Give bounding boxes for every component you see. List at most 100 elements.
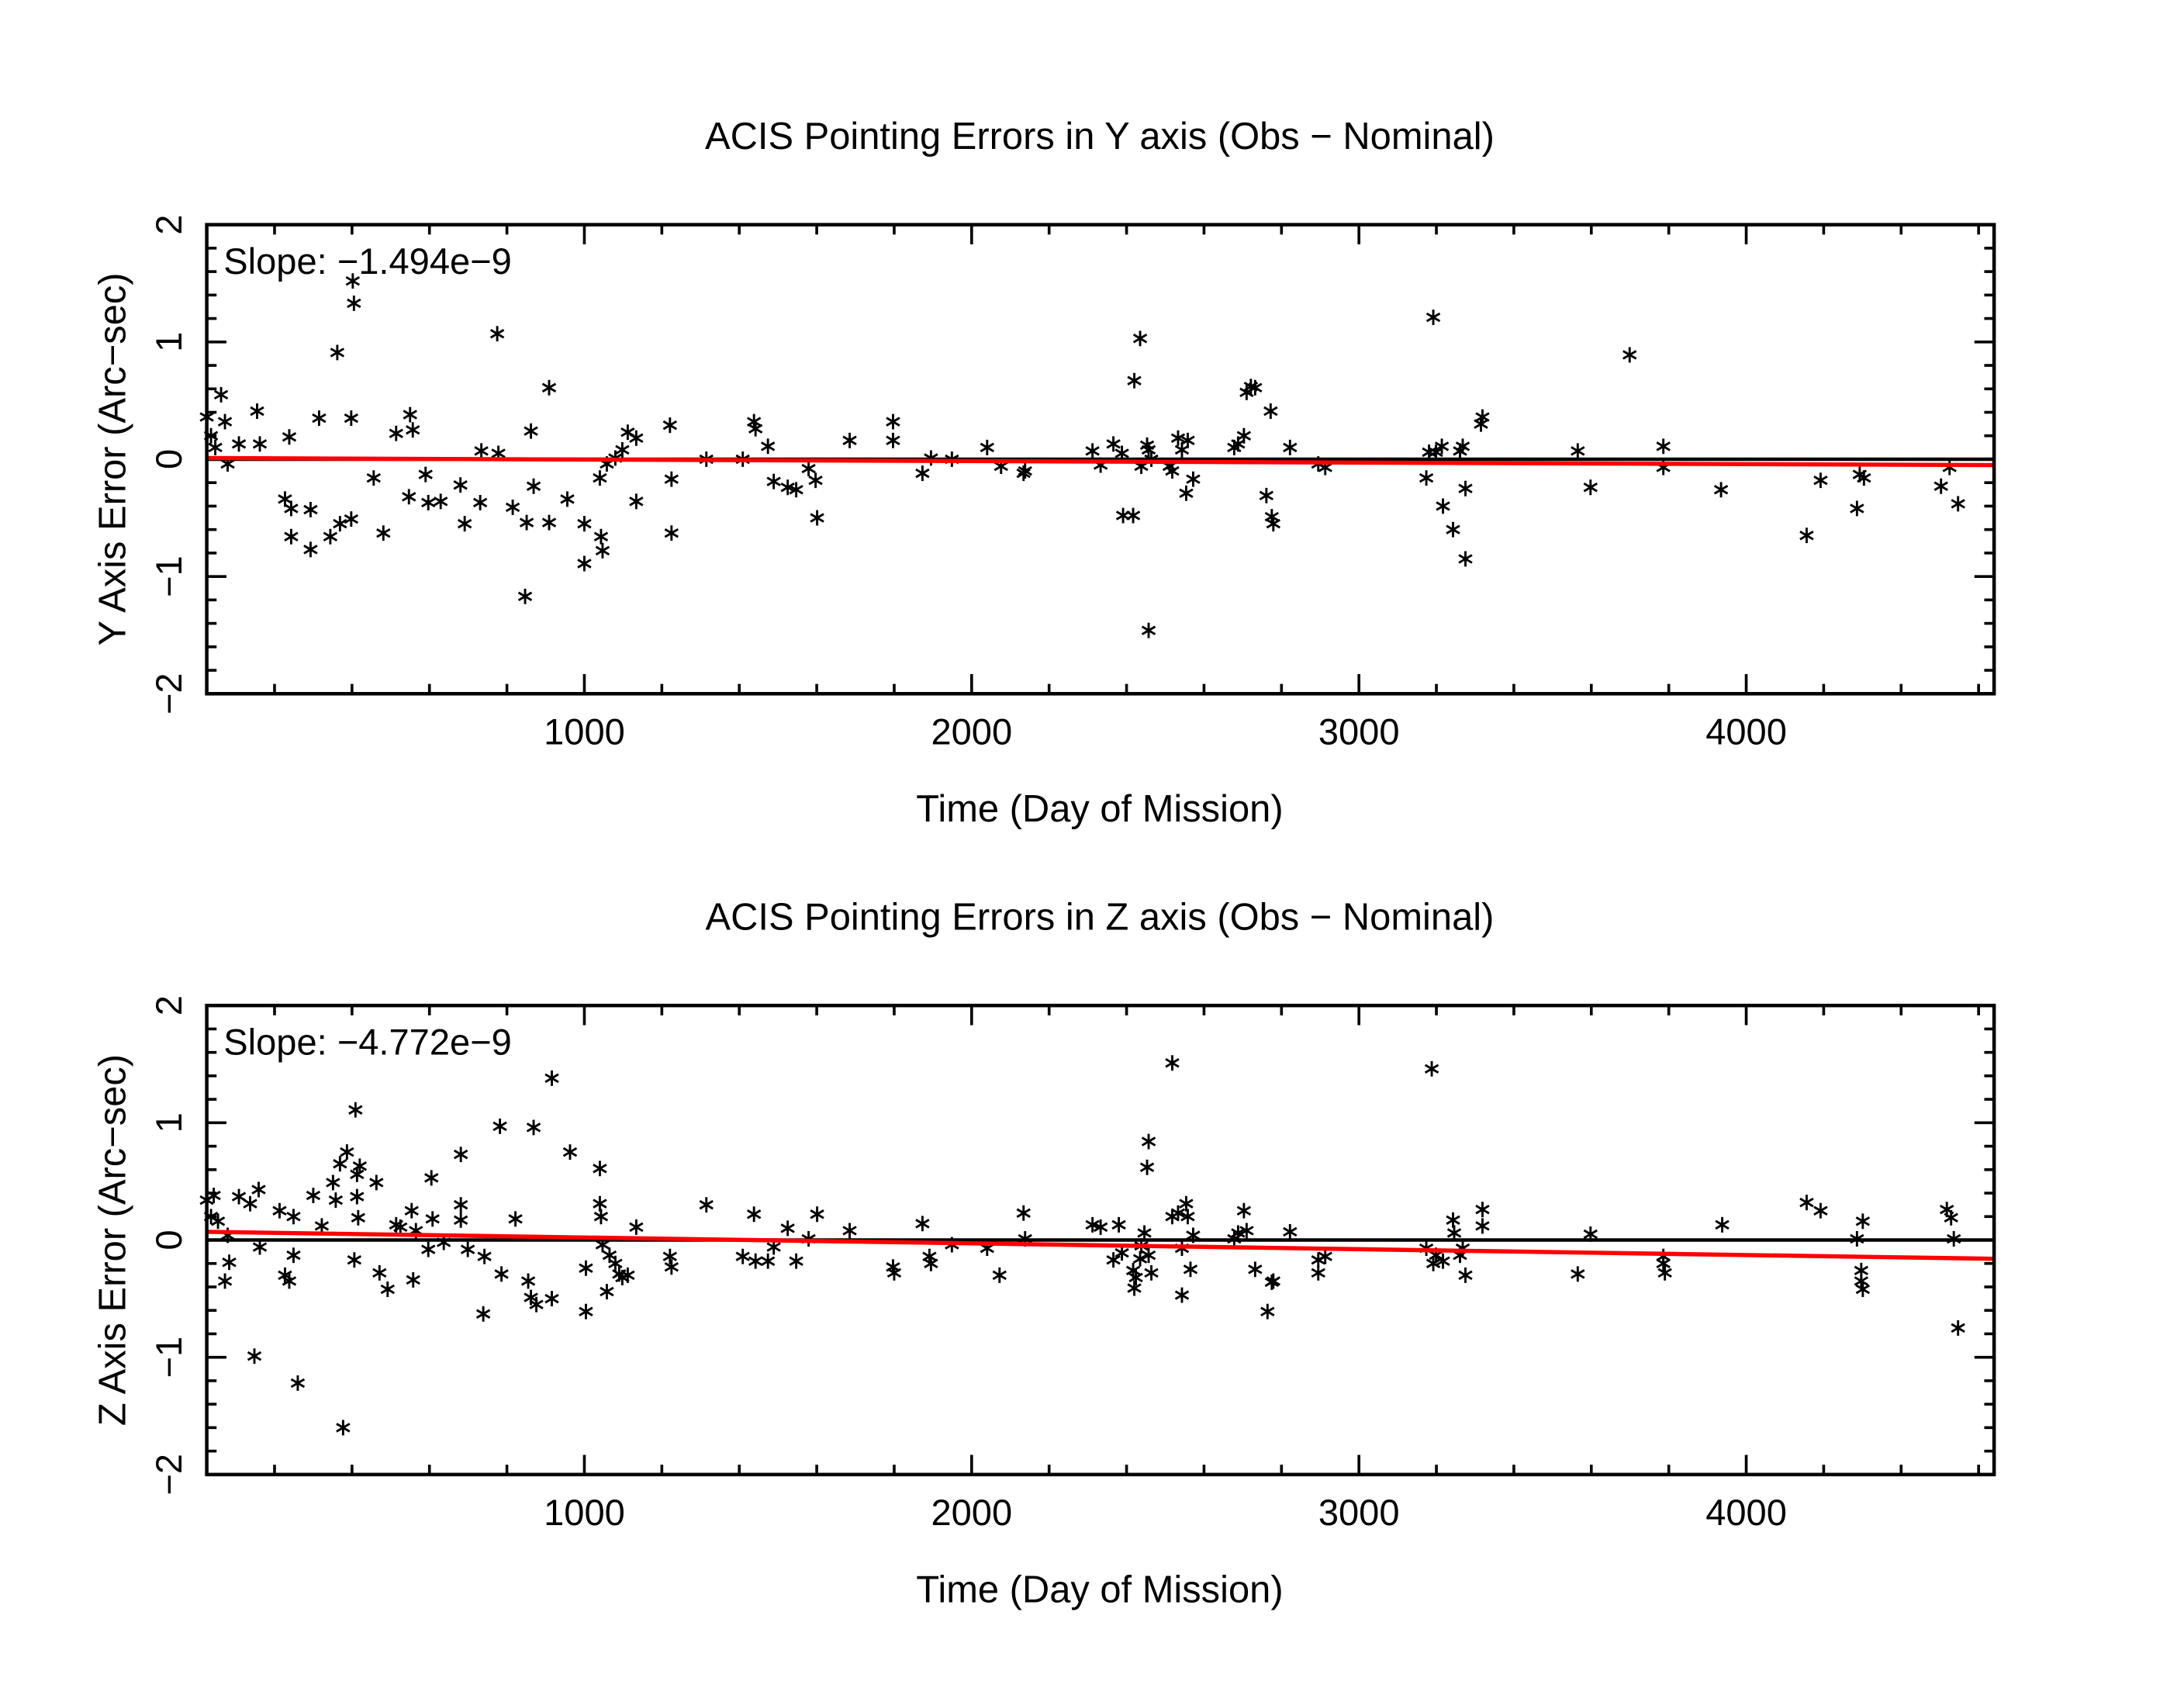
data-point — [421, 494, 436, 510]
data-point — [1458, 551, 1473, 567]
y-axis-label: Z Axis Error (Arc−sec) — [92, 1054, 134, 1426]
data-point — [1141, 1133, 1156, 1150]
data-point — [1446, 521, 1460, 538]
data-point — [494, 1266, 509, 1282]
data-point — [347, 1252, 362, 1268]
z-axis-error-panel: ACIS Pointing Errors in Z axis (Obs − No… — [92, 896, 1996, 1611]
data-point — [425, 1211, 440, 1227]
data-point — [1127, 372, 1142, 389]
data-point — [350, 1166, 365, 1182]
data-point — [560, 491, 575, 507]
data-point — [282, 1273, 297, 1289]
data-point — [210, 1213, 226, 1230]
data-point — [600, 1284, 614, 1299]
data-point — [766, 473, 781, 489]
data-point — [760, 438, 776, 455]
data-point — [1446, 1225, 1462, 1241]
data-point — [366, 470, 382, 486]
data-point — [915, 1216, 930, 1232]
data-point — [1283, 439, 1298, 455]
data-point — [517, 588, 533, 604]
data-point — [1180, 432, 1195, 448]
data-point — [351, 1209, 366, 1226]
data-point — [345, 273, 361, 289]
data-point — [389, 425, 403, 441]
data-point — [1127, 1280, 1142, 1296]
data-point — [1283, 1223, 1298, 1240]
data-point — [593, 528, 609, 545]
data-point — [544, 1070, 559, 1086]
data-point — [541, 379, 557, 396]
data-point — [1951, 1320, 1965, 1336]
data-point — [1165, 1055, 1180, 1071]
data-point — [1179, 485, 1194, 501]
data-point — [577, 555, 592, 572]
data-point — [1799, 528, 1814, 544]
data-point — [282, 429, 297, 445]
data-point — [380, 1282, 395, 1297]
data-point — [1114, 1245, 1129, 1261]
data-point — [886, 1264, 902, 1281]
y-axis-error-panel: ACIS Pointing Errors in Y axis (Obs − No… — [92, 116, 1996, 830]
data-point — [789, 1253, 803, 1269]
data-point — [886, 413, 900, 430]
data-point — [699, 1197, 714, 1213]
data-point — [1436, 498, 1450, 514]
data-point — [505, 499, 520, 515]
x-tick-label: 1000 — [544, 711, 625, 752]
plot-frame — [205, 223, 1996, 696]
data-point — [344, 410, 359, 427]
data-point — [608, 1255, 623, 1271]
data-point — [348, 1102, 363, 1118]
x-tick-label: 4000 — [1705, 711, 1787, 752]
data-point — [1141, 441, 1156, 458]
data-point — [842, 1223, 857, 1239]
data-point — [1266, 516, 1281, 532]
data-point — [372, 1264, 387, 1281]
x-tick-label: 3000 — [1318, 711, 1400, 752]
data-point — [1311, 1264, 1325, 1281]
data-point — [1139, 1159, 1155, 1175]
data-point — [208, 439, 223, 455]
data-point — [457, 516, 472, 532]
data-point — [593, 1160, 607, 1177]
data-point — [664, 471, 679, 487]
data-point — [1944, 1209, 1958, 1226]
data-point — [1180, 1209, 1195, 1225]
x-tick-label: 2000 — [931, 1492, 1012, 1533]
data-point — [303, 502, 318, 517]
data-point — [1425, 1255, 1441, 1271]
data-point — [376, 525, 391, 541]
data-point — [1947, 1231, 1961, 1247]
data-point — [801, 461, 816, 477]
data-point — [424, 1170, 439, 1186]
data-point — [1583, 1226, 1598, 1242]
data-point — [1125, 507, 1141, 524]
data-point — [1186, 1227, 1201, 1244]
data-point — [915, 465, 930, 482]
data-point — [290, 1375, 306, 1391]
data-point — [662, 1248, 678, 1264]
data-point — [735, 1248, 750, 1264]
data-point — [1016, 1205, 1031, 1221]
data-point — [284, 528, 299, 545]
data-point — [1263, 403, 1278, 419]
data-point — [1656, 438, 1671, 455]
data-point — [1186, 471, 1201, 487]
data-point — [1236, 1202, 1252, 1219]
data-point — [1933, 478, 1948, 494]
data-point — [1855, 1213, 1871, 1230]
data-point — [1106, 1252, 1121, 1268]
data-point — [369, 1174, 384, 1191]
data-point — [1248, 1261, 1263, 1278]
data-point — [1259, 487, 1274, 503]
data-point — [1715, 1216, 1730, 1233]
data-point — [1429, 444, 1443, 460]
data-point — [1855, 1282, 1871, 1297]
data-point — [1475, 409, 1490, 425]
data-point — [615, 441, 630, 458]
data-point — [323, 528, 338, 545]
data-point — [1425, 310, 1441, 326]
data-point — [629, 430, 644, 446]
data-point — [1170, 430, 1186, 446]
